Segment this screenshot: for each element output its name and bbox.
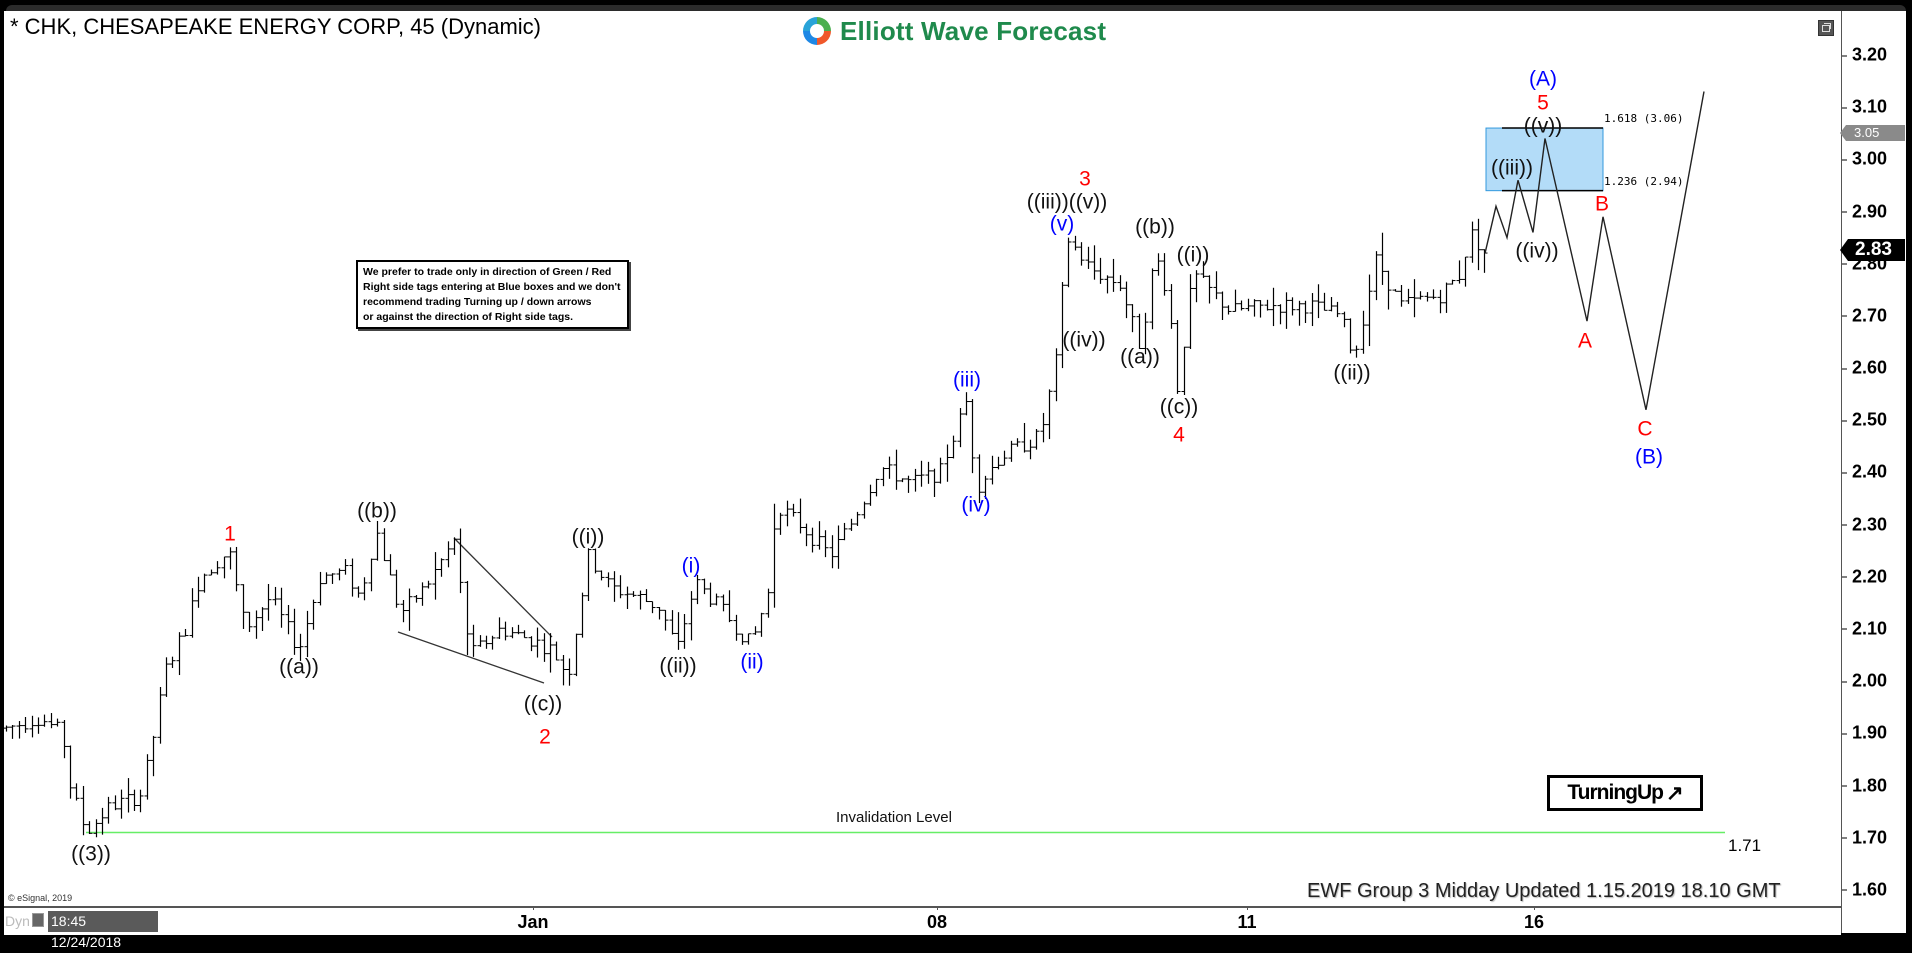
price-tick-label: 3.00 [1842, 149, 1887, 170]
fib-1236-label: 1.236 (2.94) [1604, 175, 1684, 188]
arrow-up-right-icon: ↗ [1665, 781, 1684, 805]
price-tag-mid: 3.05 [1840, 125, 1905, 141]
wave-label: (iv) [961, 493, 991, 517]
wave-label: 4 [1173, 423, 1185, 447]
price-tick-label: 2.30 [1842, 514, 1887, 535]
price-tick-label: 2.10 [1842, 618, 1887, 639]
logo-swirl-icon [803, 17, 831, 45]
wave-label: ((a)) [1120, 345, 1160, 369]
price-tick-label: 1.80 [1842, 775, 1887, 796]
wave-label: (v) [1049, 212, 1075, 236]
elliott-wave-forecast-logo: Elliott Wave Forecast [800, 14, 1106, 48]
note-line: or against the direction of Right side t… [363, 311, 574, 323]
wave-label: ((3)) [71, 842, 111, 866]
turning-up-label: TurningUp [1567, 781, 1664, 804]
window-restore-icon[interactable] [1818, 20, 1834, 36]
wave-label: ((v)) [1523, 114, 1563, 138]
wave-label: 1 [224, 522, 236, 546]
wave-label: ((a)) [279, 655, 319, 679]
time-tick-label: Jan [517, 912, 549, 932]
time-tick-label: 11 [1237, 912, 1257, 932]
turning-up-badge: TurningUp ↗ [1547, 775, 1703, 811]
esignal-copyright: © eSignal, 2019 [8, 893, 73, 903]
wave-label: C [1637, 417, 1653, 441]
price-tick-label: 3.20 [1842, 45, 1887, 66]
projection-path [1484, 91, 1705, 410]
wave-label: 3 [1079, 167, 1091, 191]
wave-label: ((iii))((v)) [1026, 190, 1108, 214]
fib-1618-label: 1.618 (3.06) [1604, 112, 1684, 125]
invalidation-label: Invalidation Level [836, 809, 952, 826]
wave-label: ((c)) [1159, 395, 1199, 419]
cursor-time-box: 18:45 12/24/2018 [48, 911, 158, 950]
lock-icon[interactable] [32, 913, 44, 927]
wave-label: ((b)) [357, 499, 397, 523]
price-tick-label: 1.70 [1842, 827, 1887, 848]
wave-label: A [1577, 329, 1593, 353]
triangle-lines [397, 537, 553, 684]
price-tick-label: 2.50 [1842, 410, 1887, 431]
note-line: Right side tags entering at Blue boxes a… [363, 281, 621, 293]
last-price-tag: 2.83 [1840, 239, 1905, 261]
dyn-label[interactable]: Dyn [5, 913, 30, 929]
invalidation-value: 1.71 [1728, 836, 1762, 855]
wave-label: (ii) [740, 650, 764, 674]
time-tick [937, 906, 938, 910]
wave-label: 2 [539, 725, 551, 749]
price-tick-label: 2.70 [1842, 305, 1887, 326]
note-line: We prefer to trade only in direction of … [363, 266, 612, 278]
trading-note-box: We prefer to trade only in direction of … [356, 260, 629, 329]
wave-label: ((ii)) [659, 654, 697, 678]
time-tick [1247, 906, 1248, 910]
fib-lines [1502, 127, 1603, 192]
price-tick-label: 2.90 [1842, 201, 1887, 222]
price-tick-label: 2.20 [1842, 566, 1887, 587]
wave-label: ((iii)) [1491, 156, 1533, 180]
time-tick-label: 16 [1523, 912, 1545, 932]
wave-label: ((ii)) [1333, 361, 1371, 385]
time-axis[interactable] [4, 906, 1841, 935]
price-axis[interactable] [1841, 11, 1906, 933]
wave-label: (B) [1635, 445, 1663, 469]
price-tick-label: 2.00 [1842, 671, 1887, 692]
note-line: recommend trading Turning up / down arro… [363, 296, 592, 308]
time-tick [533, 906, 534, 910]
time-tick-label: 08 [926, 912, 948, 932]
chart-title: * CHK, CHESAPEAKE ENERGY CORP, 45 (Dynam… [10, 14, 542, 39]
update-stamp: EWF Group 3 Midday Updated 1.15.2019 18.… [1307, 880, 1781, 902]
wave-label: ((b)) [1135, 215, 1175, 239]
price-tick-label: 2.60 [1842, 358, 1887, 379]
wave-label: ((c)) [523, 692, 563, 716]
price-tick-label: 3.10 [1842, 97, 1887, 118]
wave-label: (A) [1529, 67, 1557, 91]
wave-label: (i) [681, 554, 701, 578]
price-tick-label: 2.40 [1842, 462, 1887, 483]
wave-label: ((i)) [1176, 243, 1210, 267]
wave-label: ((iv)) [1515, 239, 1559, 263]
price-tick-label: 1.60 [1842, 879, 1887, 900]
wave-label: (iii) [953, 368, 981, 392]
wave-label: B [1594, 192, 1610, 216]
time-tick [1534, 906, 1535, 910]
wave-label: ((iv)) [1062, 328, 1106, 352]
price-bars [3, 218, 1488, 838]
wave-label: ((i)) [571, 525, 605, 549]
window-top-bar [6, 5, 1906, 11]
price-tick-label: 1.90 [1842, 723, 1887, 744]
wave-label: 5 [1537, 91, 1549, 115]
logo-text: Elliott Wave Forecast [840, 15, 1107, 46]
